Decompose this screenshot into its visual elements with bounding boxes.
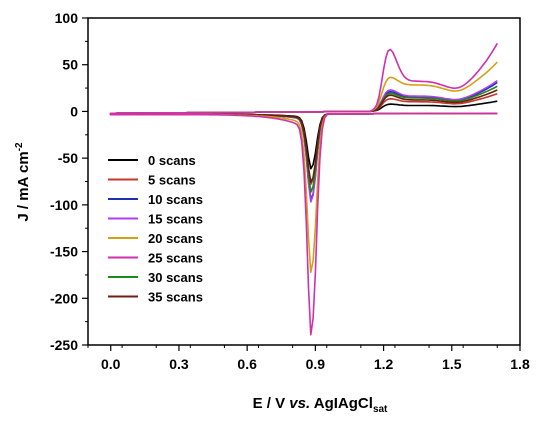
legend-label: 10 scans [148, 192, 203, 207]
x-tick-label: 1.5 [442, 356, 462, 372]
y-tick-label: 0 [70, 103, 78, 119]
x-axis-title-sub: sat [373, 404, 388, 415]
x-ticks: 0.0 0.3 0.6 0.9 1.2 1.5 1.8 [87, 345, 530, 372]
x-tick-label: 0.0 [101, 356, 121, 372]
y-tick-label: -250 [50, 337, 78, 353]
y-tick-label: -200 [50, 290, 78, 306]
y-axis-title-sup: -2 [14, 142, 25, 151]
y-tick-label: -100 [50, 197, 78, 213]
legend-label: 20 scans [148, 231, 203, 246]
legend-label: 35 scans [148, 290, 203, 305]
y-ticks: 100 50 0 -50 -100 -150 -200 -250 [50, 10, 88, 353]
x-axis-title-ref: AgIAgCl [310, 395, 373, 412]
legend-label: 15 scans [148, 212, 203, 227]
curves-group [109, 42, 498, 336]
y-tick-label: 100 [55, 10, 79, 26]
legend-label: 0 scans [148, 153, 196, 168]
x-tick-label: 0.9 [306, 356, 326, 372]
x-axis-title-vs: vs. [289, 395, 310, 412]
y-tick-label: 50 [62, 57, 78, 73]
legend-label: 30 scans [148, 270, 203, 285]
series-line [109, 42, 498, 336]
y-tick-label: -150 [50, 244, 78, 260]
legend-label: 5 scans [148, 173, 196, 188]
x-tick-label: 1.2 [374, 356, 394, 372]
y-axis-title: J / mA cm-2 [14, 142, 32, 222]
x-tick-label: 0.6 [237, 356, 257, 372]
x-axis-title-prefix: E / V [253, 395, 290, 412]
x-tick-label: 1.8 [510, 356, 530, 372]
y-tick-label: -50 [58, 150, 78, 166]
legend: 0 scans 5 scans 10 scans 15 scans 20 scans 25… [108, 153, 203, 305]
legend-label: 25 scans [148, 251, 203, 266]
y-axis-title-main: J / mA cm [15, 151, 32, 221]
x-axis-title: E / V vs. AgIAgClsat [253, 395, 388, 415]
x-tick-label: 0.3 [169, 356, 189, 372]
